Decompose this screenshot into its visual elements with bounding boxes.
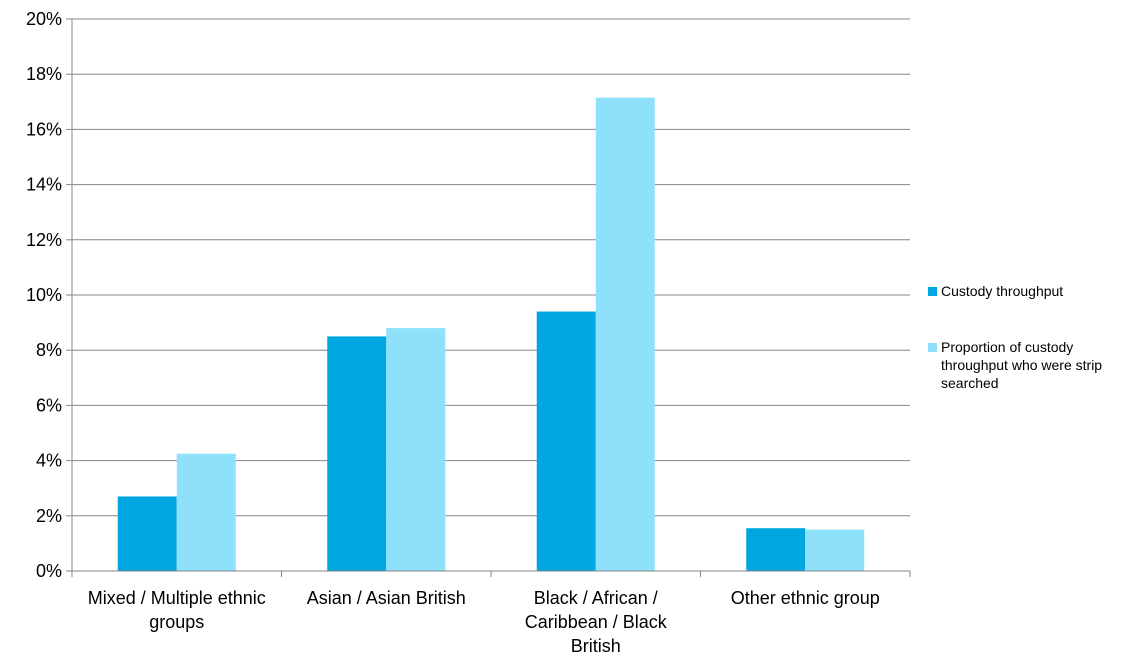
y-axis-ticks: 0% 2% 4% 6% 8% 10% 12% 14% 16% 18% 20%	[26, 9, 72, 581]
y-tick-label: 18%	[26, 64, 62, 84]
y-tick-label: 4%	[36, 451, 62, 471]
bar-custody-throughput	[327, 336, 387, 571]
gridlines	[72, 18, 910, 517]
x-tick-label: Asian / Asian British	[306, 588, 466, 608]
legend-item-custody-throughput: Custody throughput	[928, 282, 1128, 300]
y-tick-label: 10%	[26, 285, 62, 305]
y-tick-label: 2%	[36, 506, 62, 526]
bar-custody-throughput	[536, 311, 596, 571]
legend-swatch-strip-searched	[928, 343, 937, 352]
legend-label: Proportion of custody throughput who wer…	[941, 339, 1103, 391]
x-tick-label: Black / African / Caribbean / Black Brit…	[524, 588, 667, 656]
axes	[71, 19, 911, 577]
bar-strip-searched	[805, 529, 865, 571]
bar-custody-throughput	[117, 496, 177, 571]
y-tick-label: 12%	[26, 230, 62, 250]
y-tick-label: 20%	[26, 9, 62, 29]
bars	[117, 97, 865, 571]
x-tick-label: Other ethnic group	[730, 588, 880, 608]
bar-strip-searched	[176, 453, 236, 571]
y-tick-label: 0%	[36, 561, 62, 581]
legend: Custody throughput Proportion of custody…	[928, 282, 1128, 430]
y-tick-label: 16%	[26, 119, 62, 139]
bar-strip-searched	[386, 328, 446, 571]
bar-strip-searched	[595, 97, 655, 571]
legend-swatch-custody-throughput	[928, 287, 937, 296]
x-tick-label: Mixed / Multiple ethnic groups	[87, 588, 266, 632]
y-tick-label: 8%	[36, 340, 62, 360]
y-tick-label: 14%	[26, 175, 62, 195]
y-tick-label: 6%	[36, 395, 62, 415]
bar-custody-throughput	[746, 528, 806, 571]
legend-item-strip-searched: Proportion of custody throughput who wer…	[928, 338, 1128, 392]
legend-label: Custody throughput	[941, 283, 1064, 299]
